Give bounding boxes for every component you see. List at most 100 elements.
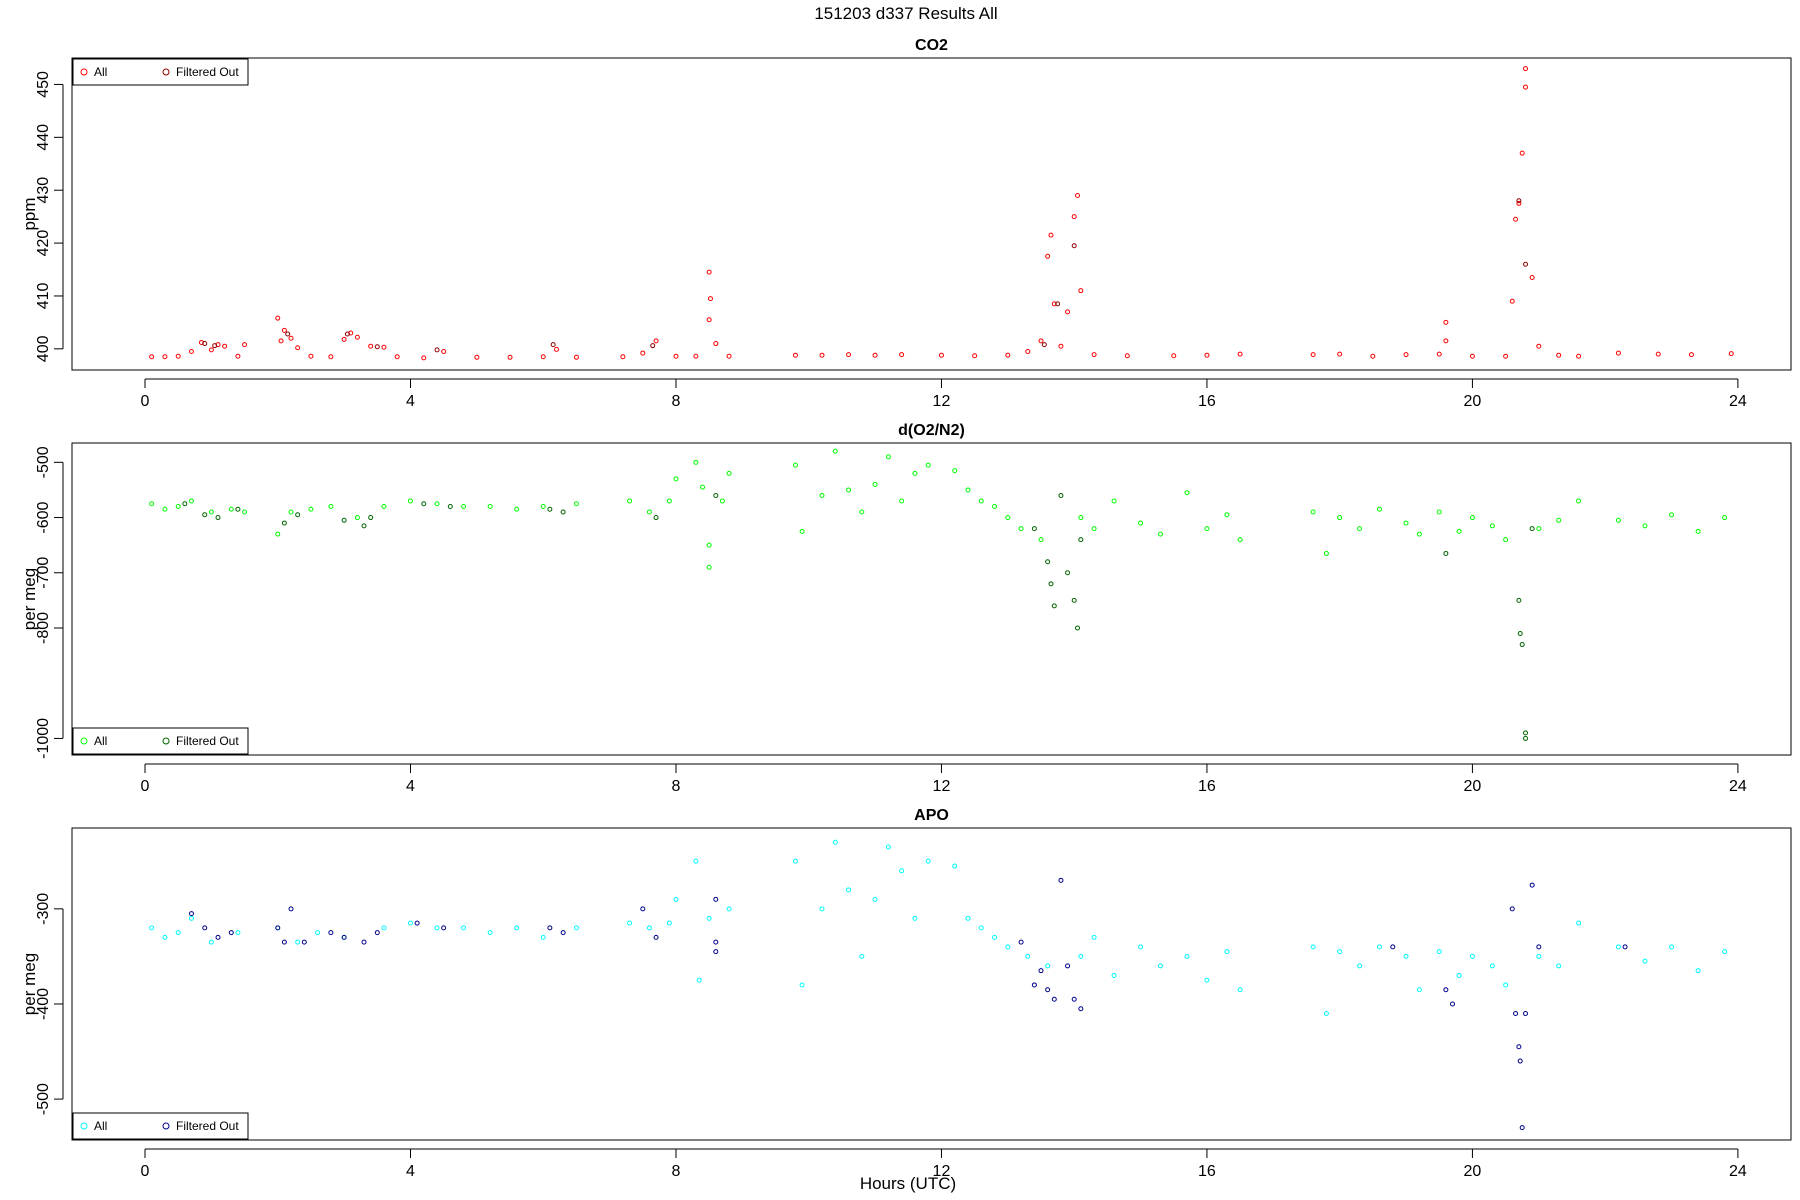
d-o2-n2-point — [1038, 537, 1044, 543]
apo-point — [295, 939, 301, 945]
apo-point — [952, 863, 958, 869]
co2-point — [421, 355, 427, 361]
d-o2-n2-point — [1722, 515, 1728, 521]
apo-point — [434, 925, 440, 931]
d-o2-n2-point — [308, 506, 314, 512]
d-o2-n2-legend-marker-filtered-out — [162, 737, 170, 745]
d-o2-n2-point — [1323, 550, 1329, 556]
apo-point — [1642, 958, 1648, 964]
d-o2-n2-point — [1111, 498, 1117, 504]
apo-legend: All Filtered Out — [72, 1112, 249, 1140]
d-o2-n2-point — [514, 506, 520, 512]
apo-point — [301, 939, 307, 945]
apo-point — [1204, 977, 1210, 983]
co2-point — [1523, 66, 1529, 72]
co2-x-tick-label: 12 — [933, 393, 951, 410]
apo-point — [1071, 996, 1077, 1002]
co2-y-tick-label: 440 — [35, 124, 52, 151]
co2-point — [693, 353, 699, 359]
d-o2-n2-legend-marker-all — [80, 737, 88, 745]
apo-point — [374, 930, 380, 936]
apo-point — [228, 930, 234, 936]
co2-point — [374, 344, 380, 350]
co2-legend: All Filtered Out — [72, 58, 249, 86]
x-axis-label: Hours (UTC) — [860, 1174, 956, 1193]
co2-y-tick-label: 400 — [35, 335, 52, 362]
apo-point — [1045, 987, 1051, 993]
apo-point — [202, 925, 208, 931]
co2-point — [1237, 351, 1243, 357]
d-o2-n2-point — [447, 504, 453, 510]
co2-point — [872, 352, 878, 358]
d-o2-n2-point — [832, 448, 838, 454]
apo-panel: APO 0 4 8 12 16 20 24 -300 -400 -500 per meg All Filt… — [20, 807, 1792, 1180]
co2-point — [1055, 301, 1061, 307]
co2-point — [653, 338, 659, 344]
apo-point — [540, 934, 546, 940]
d-o2-n2-legend: All Filtered Out — [72, 727, 249, 755]
co2-point — [235, 353, 241, 359]
apo-point — [1157, 963, 1163, 969]
d-o2-n2-point — [461, 504, 467, 510]
d-o2-n2-point — [242, 509, 248, 515]
d-o2-n2-x-tick-label: 4 — [406, 778, 415, 795]
d-o2-n2-point — [1204, 526, 1210, 532]
co2-point — [188, 348, 194, 354]
co2-point — [1529, 274, 1535, 280]
apo-point — [1576, 920, 1582, 926]
d-o2-n2-point — [1018, 526, 1024, 532]
d-o2-n2-series-filtered-out — [182, 492, 1535, 741]
d-o2-n2-y-tick-label: -700 — [35, 557, 52, 589]
co2-y-tick-label: 420 — [35, 230, 52, 257]
d-o2-n2-point — [627, 498, 633, 504]
co2-point — [1615, 350, 1621, 356]
d-o2-n2-point — [188, 498, 194, 504]
apo-point — [1005, 944, 1011, 950]
co2-point — [620, 354, 626, 360]
d-o2-n2-point — [1071, 597, 1077, 603]
d-o2-n2-point — [368, 515, 374, 521]
apo-point — [1722, 949, 1728, 955]
co2-point — [394, 354, 400, 360]
d-o2-n2-point — [573, 501, 579, 507]
d-o2-n2-point — [281, 520, 287, 526]
d-o2-n2-point — [1224, 512, 1230, 518]
co2-point — [938, 352, 944, 358]
co2-point — [1536, 343, 1542, 349]
apo-point — [361, 939, 367, 945]
d-o2-n2-point — [1529, 526, 1535, 532]
d-o2-n2-point — [1642, 523, 1648, 529]
co2-point — [441, 348, 447, 354]
apo-point — [281, 939, 287, 945]
d-o2-n2-point — [646, 509, 652, 515]
apo-point — [713, 896, 719, 902]
apo-x-tick-label: 4 — [406, 1163, 415, 1180]
co2-point — [1171, 353, 1177, 359]
d-o2-n2-point — [693, 459, 699, 465]
apo-point — [1513, 1010, 1519, 1016]
co2-legend-marker-filtered-out — [162, 68, 170, 76]
d-o2-n2-point — [328, 504, 334, 510]
apo-point — [381, 925, 387, 931]
d-o2-n2-point — [361, 523, 367, 529]
d-o2-n2-point — [912, 470, 918, 476]
apo-point — [1456, 972, 1462, 978]
co2-point — [1503, 353, 1509, 359]
d-o2-n2-point — [1031, 526, 1037, 532]
d-o2-n2-point — [1045, 559, 1051, 565]
co2-point — [1436, 351, 1442, 357]
d-o2-n2-point — [175, 504, 181, 510]
apo-point — [1489, 963, 1495, 969]
d-o2-n2-point — [1237, 537, 1243, 543]
co2-point — [1519, 150, 1525, 156]
d-o2-n2-point — [1403, 520, 1409, 526]
d-o2-n2-x-tick-label: 0 — [141, 778, 150, 795]
apo-legend-marker-all — [80, 1122, 88, 1130]
apo-point — [846, 887, 852, 893]
apo-x-tick-label: 16 — [1198, 1163, 1216, 1180]
d-o2-n2-point — [1523, 735, 1529, 741]
co2-point — [275, 315, 281, 321]
apo-point — [1025, 953, 1031, 959]
apo-point — [799, 982, 805, 988]
co2-point — [1516, 200, 1522, 206]
